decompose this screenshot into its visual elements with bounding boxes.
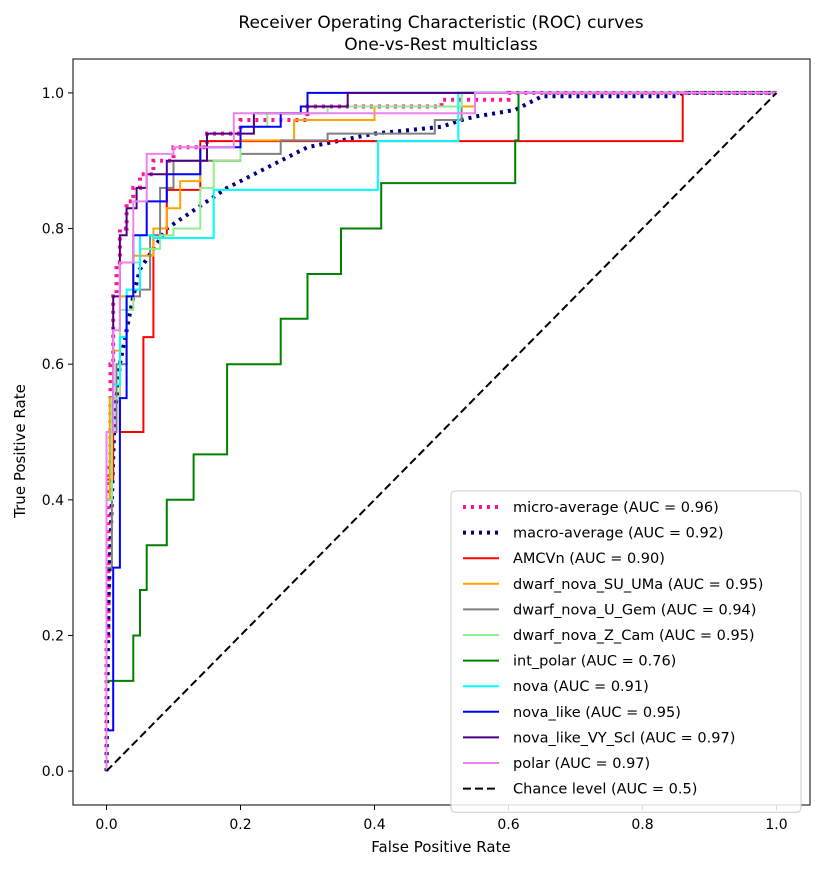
x-tick-label: 1.0: [765, 817, 787, 833]
y-tick-label: 1.0: [42, 86, 64, 102]
legend-label-polar: polar (AUC = 0.97): [513, 756, 650, 772]
legend: micro-average (AUC = 0.96) macro-average …: [450, 490, 802, 813]
y-tick-label: 0.8: [42, 222, 64, 238]
y-tick-label: 0.0: [42, 764, 64, 780]
series-line-polar: [105, 91, 777, 772]
chart-title: Receiver Operating Characteristic (ROC) …: [238, 13, 643, 33]
x-tick-label: 0.4: [363, 817, 385, 833]
x-tick-label: 0.6: [497, 817, 519, 833]
legend-label-int_polar: int_polar (AUC = 0.76): [513, 654, 676, 670]
legend-label-dwarf_nova_SU_UMa: dwarf_nova_SU_UMa (AUC = 0.95): [513, 577, 763, 593]
legend-label-dwarf_nova_U_Gem: dwarf_nova_U_Gem (AUC = 0.94): [513, 602, 756, 618]
series-line-macro-average: [104, 90, 777, 772]
chart-subtitle: One-vs-Rest multiclass: [344, 35, 538, 55]
legend-label-chance: Chance level (AUC = 0.5): [513, 782, 697, 798]
legend-label-dwarf_nova_Z_Cam: dwarf_nova_Z_Cam (AUC = 0.95): [513, 628, 755, 644]
legend-box: [450, 490, 802, 813]
legend-label-macro-average: macro-average (AUC = 0.92): [513, 526, 724, 542]
x-tick-label: 0.8: [631, 817, 653, 833]
series-line-chance: [105, 92, 778, 772]
y-tick-label: 0.2: [42, 628, 64, 644]
series-layer: [104, 90, 778, 772]
y-axis-label: True Positive Rate: [11, 384, 29, 519]
y-tick-label: 0.4: [42, 493, 64, 509]
x-axis-label: False Positive Rate: [371, 838, 510, 856]
x-tick-label: 0.0: [95, 817, 117, 833]
x-tick-label: 0.2: [229, 817, 251, 833]
series-line-dwarf_nova_U_Gem: [105, 91, 777, 772]
y-tick-label: 0.6: [42, 357, 64, 373]
ticks-layer: 0.0 0.2 0.4 0.6 0.8 1.0 0.0 0.2 0.4 0.6 0.8 1.0: [42, 86, 788, 833]
legend-label-micro-average: micro-average (AUC = 0.96): [513, 500, 719, 516]
legend-label-nova_like: nova_like (AUC = 0.95): [513, 705, 681, 721]
legend-label-nova_like_VY_Scl: nova_like_VY_Scl (AUC = 0.97): [513, 730, 735, 746]
series-line-int_polar: [105, 91, 777, 772]
legend-label-nova: nova (AUC = 0.91): [513, 679, 649, 695]
legend-label-AMCVn: AMCVn (AUC = 0.90): [513, 551, 665, 567]
